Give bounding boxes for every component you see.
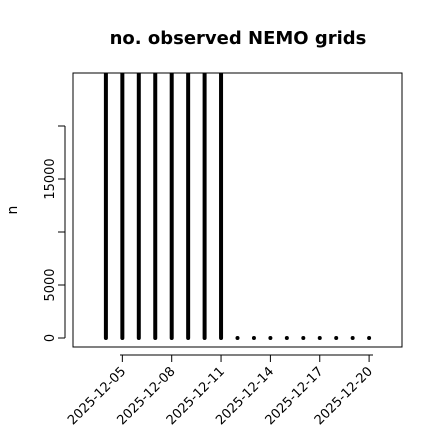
y-axis-label: n [5,206,21,215]
plot-area [103,73,372,340]
y-tick-label: 15000 [43,158,58,199]
y-tick-label: 0 [43,334,58,342]
chart-title: no. observed NEMO grids [110,28,367,49]
y-tick-label: 5000 [43,268,58,301]
plot-box [72,72,403,348]
